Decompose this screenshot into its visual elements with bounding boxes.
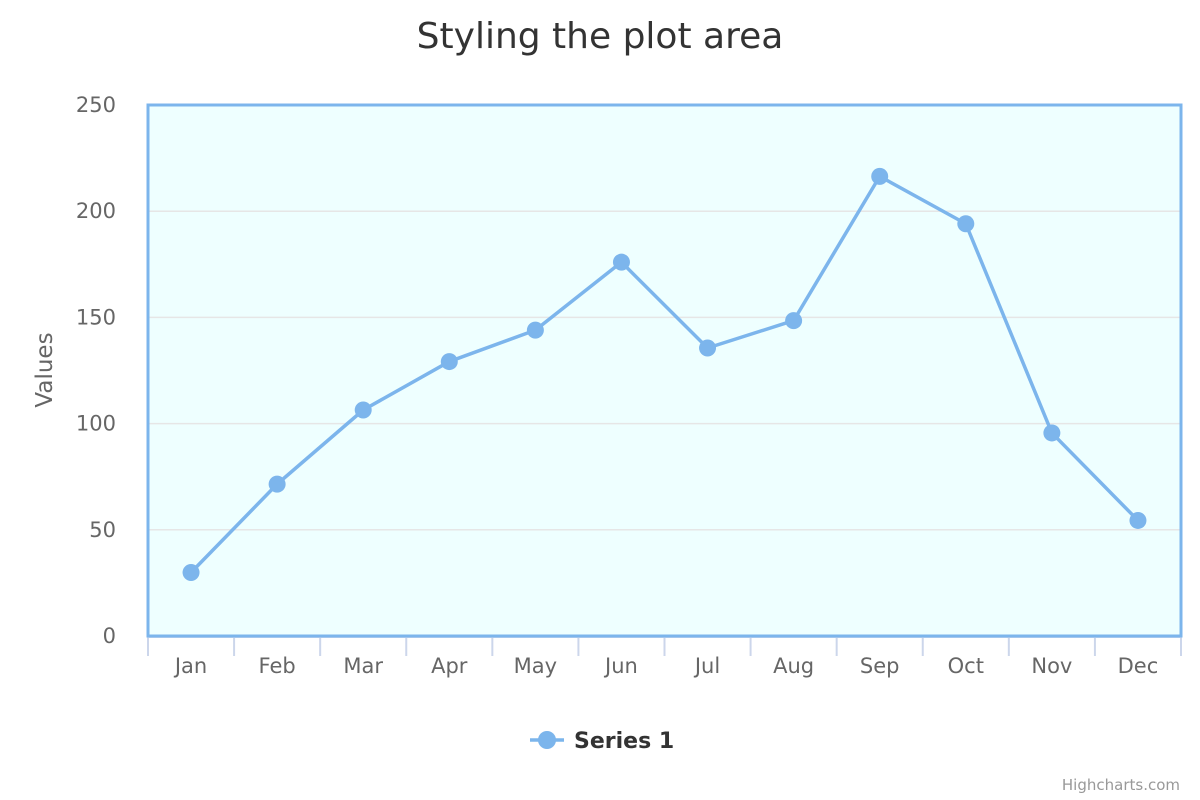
x-tick-label: Mar: [343, 654, 383, 678]
x-axis: [147, 636, 1182, 656]
legend[interactable]: Series 1: [530, 729, 674, 754]
data-point[interactable]: [1043, 424, 1061, 442]
chart-title: Styling the plot area: [417, 16, 784, 57]
series-group: [182, 167, 1147, 581]
data-point[interactable]: [182, 563, 200, 581]
y-axis-ticks: 0 50 100 150 200 250: [76, 93, 116, 648]
grid-lines: [148, 210, 1181, 531]
y-tick-label: 200: [76, 199, 116, 223]
x-tick-label: Oct: [948, 654, 984, 678]
data-point[interactable]: [957, 215, 975, 233]
x-tick-label: Jul: [693, 654, 720, 678]
x-tick-label: Dec: [1118, 654, 1159, 678]
x-tick-label: Sep: [860, 654, 900, 678]
x-tick-label: Nov: [1031, 654, 1072, 678]
data-point[interactable]: [785, 312, 803, 330]
x-tick-label: Feb: [259, 654, 296, 678]
x-axis-ticks: Jan Feb Mar Apr May Jun Jul Aug Sep Oct Nov Dec: [173, 654, 1158, 678]
data-point[interactable]: [354, 401, 372, 419]
data-point[interactable]: [612, 253, 630, 271]
y-axis-label: Values: [32, 332, 58, 407]
legend-marker-icon: [538, 731, 556, 749]
series-line: [189, 174, 1140, 575]
y-tick-label: 150: [76, 305, 116, 329]
y-tick-label: 100: [76, 412, 116, 436]
x-tick-label: May: [514, 654, 557, 678]
y-tick-label: 250: [76, 93, 116, 117]
x-tick-label: Apr: [431, 654, 468, 678]
plot-area: [148, 105, 1181, 636]
plot-border: [146, 103, 1183, 638]
legend-label: Series 1: [574, 729, 674, 754]
data-point[interactable]: [1129, 511, 1147, 529]
x-tick-label: Jun: [603, 654, 638, 678]
y-tick-label: 50: [89, 518, 116, 542]
x-tick-label: Aug: [773, 654, 814, 678]
x-tick-label: Jan: [173, 654, 207, 678]
y-tick-label: 0: [103, 624, 116, 648]
data-point[interactable]: [526, 321, 544, 339]
data-point[interactable]: [268, 475, 286, 493]
data-point[interactable]: [871, 167, 889, 185]
data-point[interactable]: [440, 353, 458, 371]
data-point[interactable]: [699, 339, 717, 357]
credits-link[interactable]: Highcharts.com: [1062, 776, 1180, 794]
